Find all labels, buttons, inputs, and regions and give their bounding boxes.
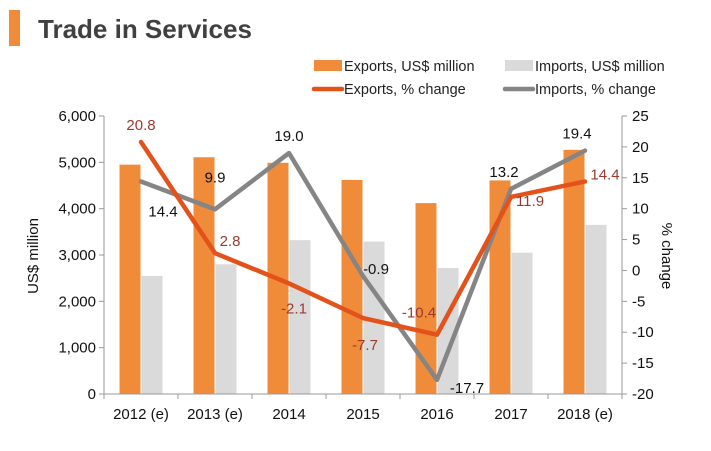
title-accent-bar <box>9 10 20 46</box>
y-tick-label: 1,000 <box>58 340 96 357</box>
bar-imports-6 <box>585 224 607 394</box>
y-tick-label: 2,000 <box>58 293 96 310</box>
bar-exports-6 <box>563 149 585 394</box>
data-label-imports-pct: 13.2 <box>489 164 518 181</box>
x-tick-label: 2016 <box>420 406 453 423</box>
y2-tick-label: -20 <box>632 386 654 403</box>
data-label-exports-pct: -2.1 <box>281 300 307 317</box>
x-tick-label: 2018 (e) <box>557 406 613 423</box>
data-label-imports-pct: 9.9 <box>205 169 226 186</box>
chart-title: Trade in Services <box>38 14 252 44</box>
y-tick-label: 6,000 <box>58 108 96 125</box>
bar-exports-0 <box>119 164 141 394</box>
x-tick-label: 2013 (e) <box>187 406 243 423</box>
legend-label-exports-line: Exports, % change <box>344 82 466 98</box>
y2-tick-label: 25 <box>632 108 649 125</box>
y-tick-label: 0 <box>88 386 96 403</box>
y-tick-label: 3,000 <box>58 247 96 264</box>
plot-area: 0 1,000 2,000 3,000 4,000 5,000 6,000 -20 -15 -10… <box>58 108 653 423</box>
y2-tick-label: 5 <box>632 232 640 249</box>
bar-exports-3 <box>341 179 363 394</box>
x-tick-label: 2012 (e) <box>113 406 169 423</box>
data-label-imports-pct: -17.7 <box>450 380 484 397</box>
x-tick-label: 2017 <box>494 406 527 423</box>
y2-tick-label: -15 <box>632 355 654 372</box>
y-tick-label: 4,000 <box>58 201 96 218</box>
legend-label-exports-bar: Exports, US$ million <box>344 59 475 75</box>
bar-imports-0 <box>141 275 163 394</box>
bar-imports-1 <box>215 264 237 394</box>
bar-imports-5 <box>511 252 533 394</box>
bar-imports-3 <box>363 241 385 394</box>
legend-label-imports-line: Imports, % change <box>535 82 656 98</box>
y2-tick-label: 15 <box>632 170 649 187</box>
y2-axis-title: % change <box>658 223 675 290</box>
y2-tick-label: 10 <box>632 201 649 218</box>
legend-label-imports-bar: Imports, US$ million <box>535 59 665 75</box>
y2-tick-label: 0 <box>632 262 640 279</box>
data-label-exports-pct: 14.4 <box>590 166 619 183</box>
bar-exports-1 <box>193 157 215 394</box>
legend-swatch-imports-bar <box>505 60 533 71</box>
data-label-exports-pct: 11.9 <box>516 193 544 210</box>
line-imports-pct <box>138 148 588 383</box>
data-label-imports-pct: -0.9 <box>363 261 389 278</box>
data-label-imports-pct: 19.0 <box>274 128 303 145</box>
legend-swatch-exports-bar <box>314 60 342 71</box>
x-tick-label: 2014 <box>272 406 305 423</box>
y2-tick-label: -10 <box>632 324 654 341</box>
data-label-exports-pct: -7.7 <box>352 337 378 354</box>
line-exports-pct <box>138 139 588 337</box>
data-label-imports-pct: 14.4 <box>148 203 177 220</box>
data-label-exports-pct: 2.8 <box>220 233 241 250</box>
legend: Exports, US$ million Imports, US$ millio… <box>311 59 665 98</box>
data-label-exports-pct: 20.8 <box>126 117 155 134</box>
y2-tick-label: 20 <box>632 139 649 156</box>
bar-imports-2 <box>289 240 311 394</box>
bar-exports-4 <box>415 203 437 394</box>
y-axis-title: US$ million <box>25 218 42 294</box>
x-tick-label: 2015 <box>346 406 379 423</box>
data-label-imports-pct: 19.4 <box>562 126 591 143</box>
y-tick-label: 5,000 <box>58 154 96 171</box>
y2-tick-label: -5 <box>632 293 645 310</box>
data-label-exports-pct: -10.4 <box>402 305 436 322</box>
